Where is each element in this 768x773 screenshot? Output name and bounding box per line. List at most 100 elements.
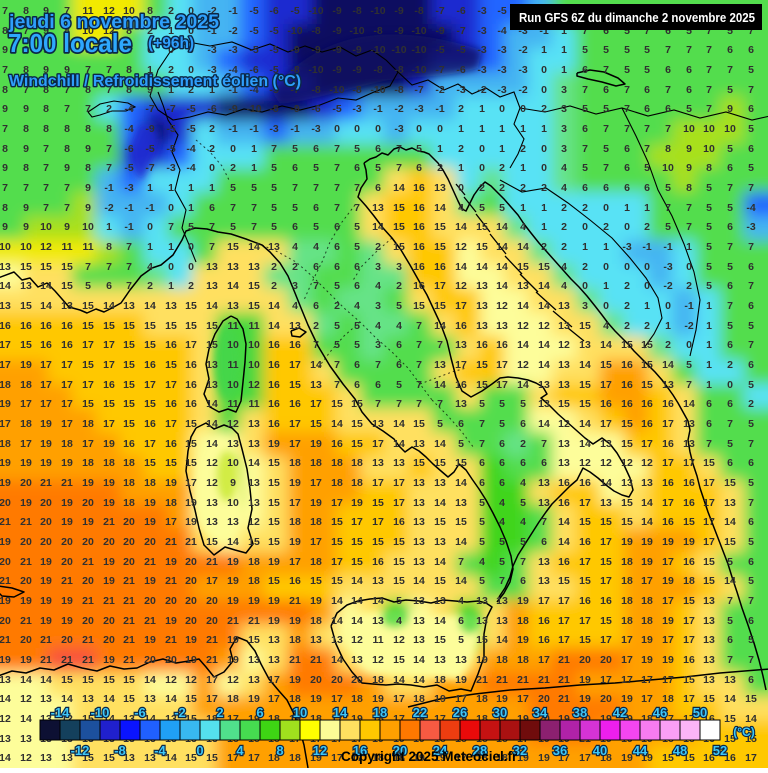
svg-text:14: 14 bbox=[144, 713, 156, 725]
svg-text:6: 6 bbox=[313, 143, 319, 155]
svg-text:6: 6 bbox=[748, 615, 754, 627]
svg-text:-4: -4 bbox=[154, 743, 166, 758]
svg-text:13: 13 bbox=[413, 497, 425, 509]
svg-text:7: 7 bbox=[106, 162, 112, 174]
svg-text:13: 13 bbox=[227, 261, 239, 273]
svg-text:4: 4 bbox=[396, 320, 402, 332]
svg-text:17: 17 bbox=[455, 752, 467, 764]
svg-text:17: 17 bbox=[703, 477, 715, 489]
svg-text:10: 10 bbox=[227, 457, 239, 469]
svg-text:-10: -10 bbox=[287, 25, 302, 37]
svg-text:19: 19 bbox=[165, 556, 177, 568]
svg-text:15: 15 bbox=[434, 575, 446, 587]
svg-text:0: 0 bbox=[624, 221, 630, 233]
svg-text:5: 5 bbox=[624, 44, 630, 56]
svg-text:13: 13 bbox=[703, 654, 715, 666]
svg-text:19: 19 bbox=[61, 497, 73, 509]
svg-text:13: 13 bbox=[227, 438, 239, 450]
svg-text:14: 14 bbox=[496, 261, 508, 273]
svg-text:-2: -2 bbox=[228, 25, 237, 37]
svg-text:17: 17 bbox=[662, 497, 674, 509]
svg-text:17: 17 bbox=[351, 516, 363, 528]
svg-text:5: 5 bbox=[230, 182, 236, 194]
svg-text:15: 15 bbox=[662, 752, 674, 764]
svg-text:15: 15 bbox=[703, 556, 715, 568]
svg-text:6: 6 bbox=[748, 516, 754, 528]
svg-text:6: 6 bbox=[665, 25, 671, 37]
svg-text:16: 16 bbox=[434, 261, 446, 273]
svg-text:Windchill / Refroidissement éo: Windchill / Refroidissement éolien (°C) bbox=[9, 73, 301, 90]
svg-text:19: 19 bbox=[434, 752, 446, 764]
svg-text:19: 19 bbox=[621, 536, 633, 548]
svg-text:0: 0 bbox=[479, 143, 485, 155]
svg-text:19: 19 bbox=[310, 595, 322, 607]
svg-text:15: 15 bbox=[351, 398, 363, 410]
svg-text:40: 40 bbox=[593, 743, 607, 758]
svg-text:18: 18 bbox=[434, 674, 446, 686]
svg-text:21: 21 bbox=[20, 615, 32, 627]
svg-text:4: 4 bbox=[375, 320, 381, 332]
svg-text:15: 15 bbox=[331, 516, 343, 528]
svg-text:-1: -1 bbox=[642, 241, 651, 253]
svg-text:16: 16 bbox=[641, 418, 653, 430]
svg-text:11: 11 bbox=[61, 241, 72, 253]
svg-text:12: 12 bbox=[0, 713, 11, 725]
svg-text:13: 13 bbox=[413, 438, 425, 450]
svg-text:13: 13 bbox=[579, 339, 591, 351]
svg-text:15: 15 bbox=[268, 536, 280, 548]
svg-text:16: 16 bbox=[703, 713, 715, 725]
svg-text:-1: -1 bbox=[124, 221, 133, 233]
svg-text:10: 10 bbox=[703, 143, 715, 155]
svg-text:7: 7 bbox=[624, 103, 630, 115]
svg-text:14: 14 bbox=[558, 516, 570, 528]
svg-text:16: 16 bbox=[413, 221, 425, 233]
svg-text:15: 15 bbox=[185, 418, 197, 430]
svg-text:17: 17 bbox=[496, 359, 508, 371]
svg-text:-1: -1 bbox=[373, 103, 382, 115]
svg-text:14: 14 bbox=[393, 674, 405, 686]
svg-text:8: 8 bbox=[23, 64, 29, 76]
svg-text:17: 17 bbox=[662, 634, 674, 646]
svg-text:11: 11 bbox=[372, 634, 383, 646]
svg-text:5: 5 bbox=[334, 320, 340, 332]
svg-text:7: 7 bbox=[2, 182, 8, 194]
svg-text:21: 21 bbox=[0, 575, 11, 587]
svg-text:7: 7 bbox=[313, 280, 319, 292]
svg-text:13: 13 bbox=[0, 674, 11, 686]
svg-text:14: 14 bbox=[227, 536, 239, 548]
svg-text:13: 13 bbox=[703, 595, 715, 607]
svg-text:12: 12 bbox=[103, 25, 115, 37]
svg-text:6: 6 bbox=[334, 221, 340, 233]
svg-text:19: 19 bbox=[289, 615, 301, 627]
svg-text:8: 8 bbox=[2, 202, 8, 214]
svg-text:8: 8 bbox=[126, 84, 132, 96]
svg-text:19: 19 bbox=[227, 634, 239, 646]
svg-text:19: 19 bbox=[20, 359, 32, 371]
svg-text:-10: -10 bbox=[411, 44, 426, 56]
svg-text:6: 6 bbox=[479, 457, 485, 469]
svg-text:10: 10 bbox=[82, 221, 94, 233]
svg-text:13: 13 bbox=[0, 300, 11, 312]
svg-text:0: 0 bbox=[168, 261, 174, 273]
svg-text:19: 19 bbox=[496, 693, 508, 705]
svg-text:0: 0 bbox=[188, 64, 194, 76]
svg-text:15: 15 bbox=[123, 379, 135, 391]
svg-text:6: 6 bbox=[624, 182, 630, 194]
svg-text:21: 21 bbox=[123, 595, 135, 607]
svg-text:15: 15 bbox=[683, 595, 695, 607]
svg-text:16: 16 bbox=[558, 556, 570, 568]
svg-text:14: 14 bbox=[268, 320, 280, 332]
svg-text:7: 7 bbox=[624, 84, 630, 96]
svg-text:1: 1 bbox=[209, 84, 215, 96]
svg-text:19: 19 bbox=[40, 595, 52, 607]
svg-text:8: 8 bbox=[665, 143, 671, 155]
svg-text:21: 21 bbox=[103, 516, 115, 528]
svg-text:16: 16 bbox=[558, 497, 570, 509]
svg-text:32: 32 bbox=[513, 743, 527, 758]
svg-text:20: 20 bbox=[165, 595, 177, 607]
svg-text:-1: -1 bbox=[228, 84, 237, 96]
svg-text:19: 19 bbox=[641, 654, 653, 666]
svg-text:13: 13 bbox=[434, 654, 446, 666]
svg-text:6: 6 bbox=[582, 182, 588, 194]
svg-text:8: 8 bbox=[2, 84, 8, 96]
